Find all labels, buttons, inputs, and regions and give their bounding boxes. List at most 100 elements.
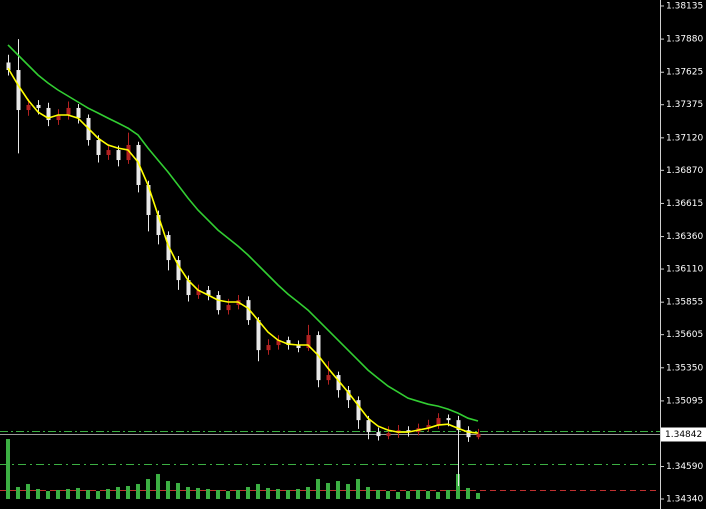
candle-body: [406, 430, 411, 433]
candle-body: [96, 140, 101, 155]
moving-average: [7, 44, 479, 422]
volume-bar: [226, 490, 230, 499]
candle-body: [296, 345, 301, 349]
volume-bar: [436, 491, 440, 499]
volume-bar: [56, 489, 60, 499]
candle-body: [146, 184, 151, 216]
candle-body: [466, 430, 471, 438]
volume-bar: [346, 483, 350, 499]
candle-body: [206, 290, 211, 296]
candle-body: [6, 62, 11, 71]
candle-body: [126, 144, 131, 161]
y-tick-label: 1.37375: [666, 100, 703, 110]
candle-body: [436, 418, 441, 426]
candle-body: [356, 400, 361, 421]
price-tag-label: 1.34842: [665, 430, 702, 440]
volume-bar: [326, 482, 330, 499]
candle-body: [156, 215, 161, 236]
y-tick-label: 1.37880: [666, 35, 703, 45]
y-tick-label: 1.37120: [666, 133, 703, 143]
volume-bar: [336, 480, 340, 499]
candle-body: [216, 295, 221, 311]
candle-body: [316, 335, 321, 381]
volume-bar: [246, 486, 250, 499]
candle-body: [326, 375, 331, 381]
volume-bar: [386, 490, 390, 499]
volume-bar: [276, 488, 280, 499]
volume-bar: [136, 483, 140, 499]
y-tick-label: 1.36360: [666, 232, 703, 242]
candle-body: [306, 335, 311, 349]
volume-bar: [286, 489, 290, 499]
candle-body: [176, 260, 181, 281]
price-tag: [661, 427, 706, 442]
volume-bar: [266, 487, 270, 499]
volume-bar: [76, 487, 80, 499]
volume-bar: [16, 486, 20, 499]
y-tick-label: 1.35605: [666, 330, 703, 340]
volume-bar: [26, 483, 30, 499]
candle-body: [66, 107, 71, 115]
moving-average: [7, 67, 479, 434]
volume-bar: [466, 487, 470, 499]
volume-bar: [156, 473, 160, 499]
volume-bar: [6, 438, 10, 499]
candle-body: [196, 290, 201, 296]
y-tick-label: 1.35855: [666, 298, 703, 308]
candle-body: [476, 433, 481, 438]
volume-bar: [396, 491, 400, 499]
candle-body: [36, 104, 41, 108]
y-tick-label: 1.35095: [666, 396, 703, 406]
y-tick-label: 1.35350: [666, 363, 703, 373]
candle-body: [56, 114, 61, 121]
volume-bar: [256, 483, 260, 499]
candle-body: [256, 320, 261, 351]
volume-bar: [36, 488, 40, 499]
volume-bar: [376, 489, 380, 499]
volume-bar: [186, 486, 190, 499]
y-tick-label: 1.34340: [666, 494, 703, 504]
y-tick-label: 1.37625: [666, 68, 703, 78]
candle-body: [426, 425, 431, 429]
volume-bar: [146, 478, 150, 499]
volume-bar: [166, 480, 170, 499]
y-tick-label: 1.38135: [666, 1, 703, 11]
candle-body: [76, 107, 81, 118]
candle-body: [26, 104, 31, 111]
volume-bar: [316, 478, 320, 499]
candle-body: [366, 420, 371, 433]
candle-body: [446, 418, 451, 421]
candle-body: [456, 420, 461, 431]
candle-body: [46, 107, 51, 121]
volume-bar: [126, 485, 130, 499]
volume-bar: [356, 478, 360, 499]
candle-body: [346, 390, 351, 401]
volume-bar: [176, 482, 180, 499]
volume-bar: [456, 473, 460, 499]
candle-body: [246, 300, 251, 321]
volume-bar: [106, 488, 110, 499]
volume-bar: [96, 490, 100, 499]
candle-body: [16, 70, 21, 111]
volume-bar: [216, 489, 220, 499]
candle-body: [276, 340, 281, 346]
volume-bar: [116, 486, 120, 499]
volume-bar: [306, 486, 310, 499]
volume-bar: [426, 490, 430, 499]
y-tick-label: 1.36870: [666, 166, 703, 176]
candle-body: [376, 432, 381, 437]
volume-bar: [66, 488, 70, 499]
volume-bar: [296, 488, 300, 499]
volume-bar: [416, 489, 420, 499]
volume-bar: [86, 489, 90, 499]
y-tick-label: 1.36615: [666, 199, 703, 209]
volume-bar: [366, 486, 370, 499]
volume-bar: [46, 490, 50, 499]
volume-bar: [476, 492, 480, 499]
candle-body: [106, 150, 111, 155]
candle-body: [116, 150, 121, 161]
y-tick-label: 1.34590: [666, 462, 703, 472]
